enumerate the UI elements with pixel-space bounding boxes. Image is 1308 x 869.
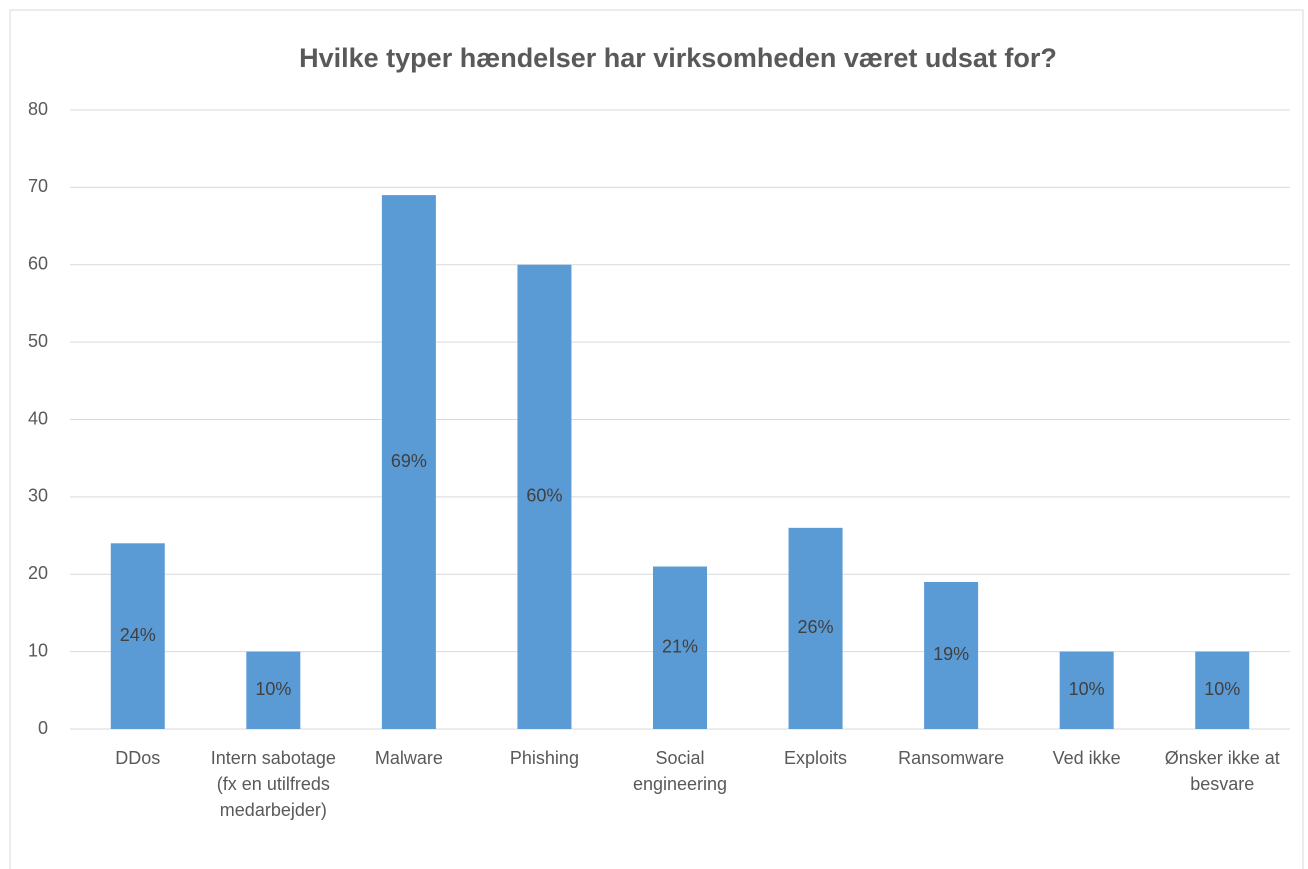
data-label: 10% (1204, 679, 1240, 699)
x-tick-label-box: Social engineering (632, 748, 728, 794)
x-tick-label: Phishing (509, 748, 579, 768)
y-tick-label: 70 (28, 176, 48, 196)
bar (1195, 651, 1250, 729)
bar (1059, 651, 1114, 729)
y-tick-label: 60 (28, 254, 48, 274)
chart-title: Hvilke typer hændelser har virksomheden … (299, 43, 1057, 73)
bar (381, 195, 436, 730)
x-tick-label-box: Ransomware (898, 748, 1005, 768)
y-tick-label: 50 (28, 331, 48, 351)
chart-border (9, 9, 1304, 869)
x-tick-label: Social engineering (632, 748, 728, 794)
x-tick-label: DDos (115, 748, 161, 768)
y-tick-label: 10 (28, 640, 48, 660)
bar (653, 566, 707, 729)
data-label: 21% (662, 637, 698, 657)
y-tick-label: 30 (28, 486, 48, 506)
x-tick-label: Ønsker ikke at besvare (1164, 748, 1280, 794)
x-tick-label: Intern sabotage (fx en utilfreds medarbe… (210, 748, 336, 820)
bar (788, 527, 843, 729)
x-tick-label: Exploits (784, 748, 848, 768)
x-tick-label-box: Intern sabotage (fx en utilfreds medarbe… (210, 748, 336, 820)
data-label: 60% (526, 486, 562, 506)
data-label: 19% (933, 644, 969, 664)
bar (924, 581, 979, 729)
y-tick-label: 0 (38, 718, 48, 738)
x-tick-label-box: Malware (374, 748, 443, 768)
data-label: 24% (120, 625, 156, 645)
bar (110, 543, 165, 729)
bar (517, 264, 572, 729)
x-tick-label-box: DDos (115, 748, 161, 768)
x-tick-label: Malware (374, 748, 443, 768)
x-tick-label: Ransomware (898, 748, 1005, 768)
data-label: 10% (1069, 679, 1105, 699)
x-tick-label-box: Phishing (509, 748, 579, 768)
x-tick-label-box: Exploits (784, 748, 848, 768)
data-label: 69% (391, 451, 427, 471)
y-tick-label: 80 (28, 99, 48, 119)
data-label: 10% (255, 679, 291, 699)
x-tick-label: Ved ikke (1052, 748, 1121, 768)
x-tick-label-box: Ønsker ikke at besvare (1164, 748, 1280, 794)
bar (246, 651, 301, 729)
x-tick-label-box: Ved ikke (1052, 748, 1121, 768)
y-tick-label: 20 (28, 563, 48, 583)
data-label: 26% (798, 617, 834, 637)
y-tick-label: 40 (28, 408, 48, 428)
